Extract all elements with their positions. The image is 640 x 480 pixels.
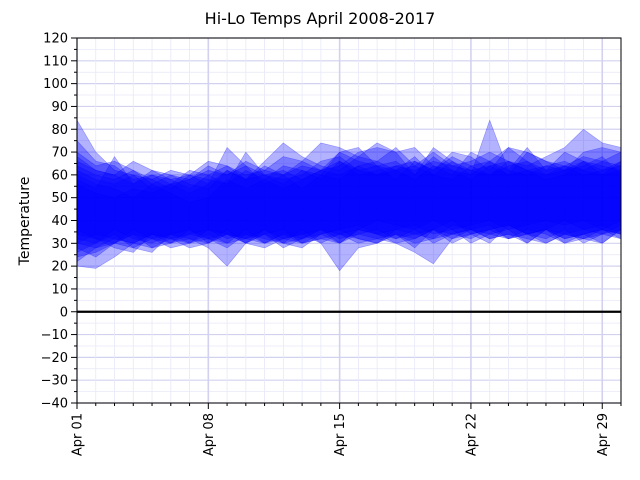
x-tick-label: Apr 15 [333,413,348,456]
chart-title: Hi-Lo Temps April 2008-2017 [205,9,436,28]
y-tick-label: 70 [51,146,68,161]
y-tick-label: −20 [41,351,68,366]
y-tick-label: 10 [51,282,68,297]
y-axis: −40 −30 −20 −10 0 10 20 30 40 50 60 70 80 90 100 110 120 [41,32,77,412]
x-axis: Apr 01 Apr 08 Apr 15 Apr 22 Apr 29 [71,403,622,456]
y-tick-label: 0 [60,305,68,320]
temperature-areas [76,118,622,272]
y-axis-label: Temperature [17,177,33,267]
grid [76,37,622,404]
x-tick-label: Apr 22 [464,413,479,456]
y-tick-label: 110 [43,54,68,69]
y-tick-label: −10 [41,328,68,343]
y-tick-label: 50 [51,191,68,206]
y-tick-label: 100 [43,77,68,92]
y-tick-label: 90 [51,100,68,115]
y-tick-label: −40 [41,397,68,412]
x-tick-label: Apr 08 [202,413,217,456]
y-tick-label: −30 [41,374,68,389]
x-tick-label: Apr 01 [71,413,86,456]
y-tick-label: 120 [43,32,68,47]
y-tick-label: 80 [51,123,68,138]
y-tick-label: 30 [51,237,68,252]
y-tick-label: 60 [51,168,68,183]
x-tick-label: Apr 29 [596,413,611,456]
y-tick-label: 20 [51,260,68,275]
y-tick-label: 40 [51,214,68,229]
